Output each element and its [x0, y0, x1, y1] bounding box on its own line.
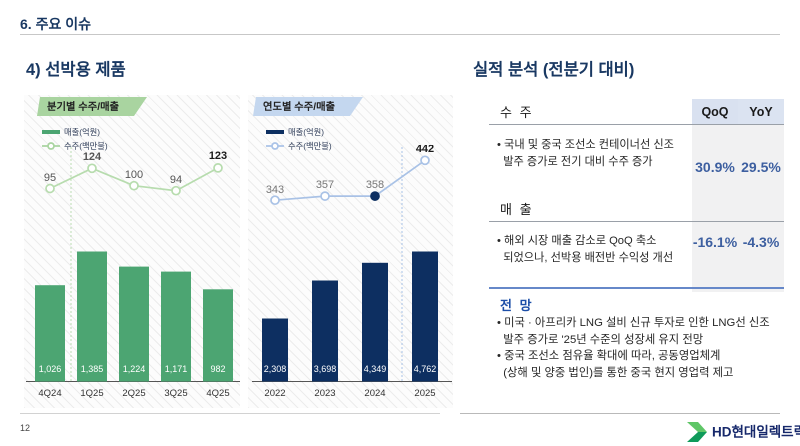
- svg-text:3,698: 3,698: [314, 364, 337, 374]
- svg-text:HD현대일렉트릭: HD현대일렉트릭: [712, 424, 800, 440]
- svg-text:1,385: 1,385: [81, 364, 104, 374]
- svg-text:357: 357: [316, 179, 334, 191]
- svg-text:94: 94: [170, 174, 182, 186]
- svg-text:123: 123: [209, 150, 227, 162]
- svg-text:4Q24: 4Q24: [38, 388, 61, 399]
- svg-text:124: 124: [83, 151, 102, 163]
- svg-text:982: 982: [210, 364, 225, 374]
- svg-text:1,171: 1,171: [165, 364, 188, 374]
- svg-text:343: 343: [266, 184, 284, 196]
- svg-text:2023: 2023: [314, 388, 335, 399]
- svg-text:4,762: 4,762: [414, 364, 437, 374]
- svg-text:442: 442: [416, 145, 434, 155]
- svg-text:4Q25: 4Q25: [206, 388, 229, 399]
- svg-text:95: 95: [44, 172, 56, 184]
- svg-text:1,026: 1,026: [39, 364, 62, 374]
- svg-text:1,224: 1,224: [123, 364, 146, 374]
- svg-text:3Q25: 3Q25: [164, 388, 187, 399]
- svg-text:2Q25: 2Q25: [122, 388, 145, 399]
- svg-text:4,349: 4,349: [364, 364, 387, 374]
- svg-text:1Q25: 1Q25: [80, 388, 103, 399]
- svg-text:매출(억원): 매출(억원): [288, 128, 324, 137]
- svg-text:100: 100: [125, 169, 143, 181]
- svg-text:분기별 수주/매출: 분기별 수주/매출: [47, 100, 120, 113]
- svg-text:2,308: 2,308: [264, 364, 287, 374]
- svg-text:연도별 수주/매출: 연도별 수주/매출: [263, 100, 336, 113]
- svg-text:2024: 2024: [364, 388, 385, 399]
- svg-text:매출(억원): 매출(억원): [64, 128, 100, 137]
- svg-text:358: 358: [366, 179, 384, 191]
- svg-text:2022: 2022: [264, 388, 285, 399]
- svg-text:2025: 2025: [414, 388, 435, 399]
